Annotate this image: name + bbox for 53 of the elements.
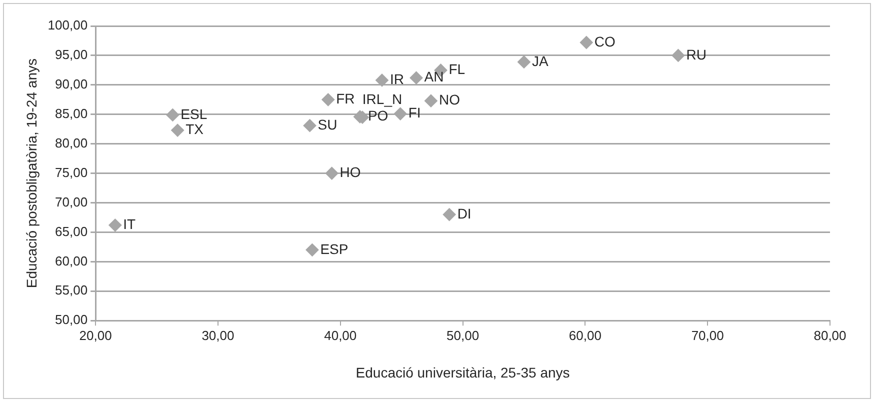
point bbox=[580, 36, 593, 49]
y-tick-label: 80,00 bbox=[55, 135, 88, 150]
annotation: ESP bbox=[320, 240, 348, 257]
annotation: TX bbox=[186, 121, 204, 138]
point bbox=[166, 108, 180, 122]
point bbox=[517, 55, 530, 68]
point bbox=[322, 93, 335, 106]
point bbox=[424, 94, 438, 108]
annotation: FL bbox=[448, 61, 466, 78]
y-tick-label: 90,00 bbox=[55, 76, 88, 92]
annotation: ESL bbox=[180, 106, 208, 122]
y-tick-label: 85,00 bbox=[55, 106, 88, 121]
x-tick-label: 30,00 bbox=[202, 328, 234, 343]
x-tick-label: 40,00 bbox=[324, 328, 357, 343]
point bbox=[171, 124, 184, 137]
annotation: SU bbox=[318, 116, 338, 132]
x-tick-label: 70,00 bbox=[691, 328, 724, 343]
point bbox=[303, 119, 316, 132]
point bbox=[394, 107, 407, 120]
point bbox=[442, 208, 456, 222]
annotation: AN bbox=[424, 68, 444, 85]
y-tick-label: 60,00 bbox=[55, 253, 88, 268]
annotation: RU bbox=[686, 46, 706, 62]
y-tick-label: 70,00 bbox=[55, 194, 88, 210]
annotation: JA bbox=[532, 52, 549, 69]
point bbox=[410, 71, 423, 84]
annotation: NO bbox=[438, 92, 460, 108]
y-tick-label: 65,00 bbox=[55, 224, 88, 239]
annotation: PO bbox=[368, 108, 388, 124]
y-tick-label: 55,00 bbox=[55, 282, 88, 298]
y-tick-label: 95,00 bbox=[55, 47, 88, 62]
point bbox=[375, 74, 388, 87]
point bbox=[108, 218, 122, 232]
annotation: DI bbox=[457, 205, 472, 222]
x-tick-label: 20,00 bbox=[79, 328, 112, 343]
y-tick-label: 75,00 bbox=[55, 164, 88, 180]
y-tick-label: 50,00 bbox=[55, 312, 88, 328]
y-axis-title: Educació postobligatòria, 19-24 anys bbox=[23, 58, 40, 288]
annotation: CO bbox=[594, 33, 616, 50]
x-tick-label: 60,00 bbox=[568, 328, 602, 343]
x-tick-label: 80,00 bbox=[814, 328, 846, 343]
annotation: IR bbox=[390, 71, 404, 88]
annotation: FR bbox=[336, 90, 355, 107]
annotation: HO bbox=[340, 164, 361, 180]
point bbox=[325, 166, 338, 180]
annotation: FI bbox=[408, 104, 421, 121]
annotation: IT bbox=[123, 216, 136, 232]
x-axis-title: Educació universitària, 25-35 anys bbox=[356, 364, 570, 380]
point bbox=[672, 48, 685, 62]
annotation: IRL_N bbox=[362, 91, 402, 108]
x-tick-label: 50,00 bbox=[446, 328, 480, 343]
point bbox=[306, 243, 319, 256]
y-tick-label: 100,00 bbox=[48, 18, 88, 33]
